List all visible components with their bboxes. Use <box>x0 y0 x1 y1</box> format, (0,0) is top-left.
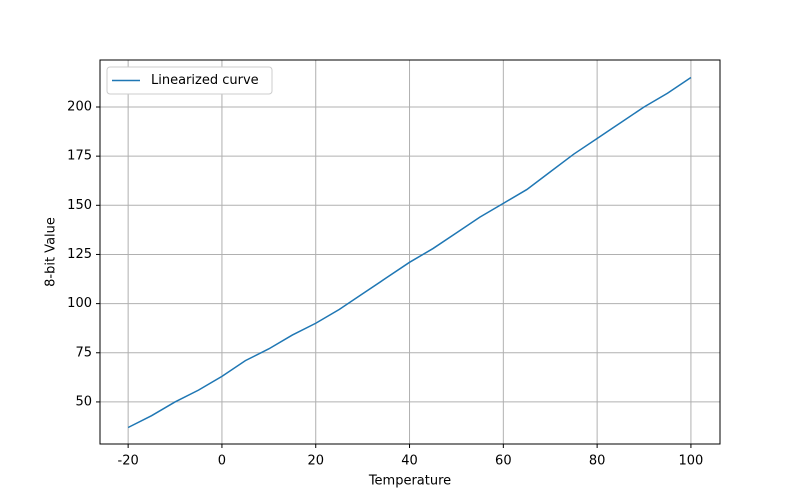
legend-label: Linearized curve <box>151 73 259 88</box>
y-tick-label: 175 <box>67 149 92 164</box>
y-tick-label: 75 <box>75 345 92 360</box>
plot-frame <box>99 59 721 445</box>
x-tick-label: 40 <box>401 454 418 469</box>
y-tick-label: 200 <box>67 99 92 114</box>
y-tick-label: 125 <box>67 247 92 262</box>
x-axis-label: Temperature <box>368 474 451 489</box>
y-axis-label: 8-bit Value <box>44 217 59 287</box>
x-tick-label: 0 <box>218 454 226 469</box>
x-tick-label: 60 <box>495 454 512 469</box>
y-tick-label: 50 <box>75 394 92 409</box>
x-tick-label: 80 <box>589 454 606 469</box>
legend-box <box>106 66 273 95</box>
x-tick-label: 100 <box>679 454 704 469</box>
x-tick-label: -20 <box>118 454 139 469</box>
y-tick-label: 150 <box>67 198 92 213</box>
y-tick-label: 100 <box>67 296 92 311</box>
x-tick-label: 20 <box>307 454 324 469</box>
data-line <box>127 76 692 429</box>
